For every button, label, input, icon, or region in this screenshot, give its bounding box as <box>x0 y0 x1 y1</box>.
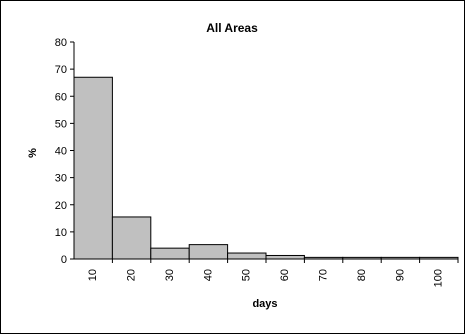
bar-60 <box>265 254 305 260</box>
x-tick-label: 90 <box>394 269 406 281</box>
chart-title: All Areas <box>206 21 258 35</box>
x-tick-label: 70 <box>318 269 330 281</box>
x-axis-ticks: 10 20 30 40 50 60 70 80 90 100 <box>87 259 459 287</box>
x-tick-label: 40 <box>202 269 214 281</box>
y-axis-ticks: 0 10 20 30 40 50 60 70 80 <box>55 37 74 266</box>
y-axis-title: % <box>27 148 39 158</box>
y-tick-label: 50 <box>55 118 67 130</box>
y-tick-label: 80 <box>55 37 67 49</box>
x-tick-label: 80 <box>356 269 368 281</box>
bar-20 <box>111 216 152 260</box>
bar-10 <box>73 76 113 260</box>
bar-50 <box>227 252 267 260</box>
y-tick-label: 40 <box>55 146 67 158</box>
bars-group <box>73 76 459 260</box>
bar-40 <box>188 244 229 260</box>
x-tick-label: 100 <box>433 269 445 287</box>
y-tick-label: 20 <box>55 200 67 212</box>
x-tick-label: 30 <box>164 269 176 281</box>
y-tick-label: 60 <box>55 91 67 103</box>
y-tick-label: 0 <box>61 254 67 266</box>
bar-30 <box>150 247 190 260</box>
x-tick-label: 50 <box>241 269 253 281</box>
x-tick-label: 60 <box>279 269 291 281</box>
x-tick-label: 20 <box>126 269 138 281</box>
x-axis-title: days <box>252 298 277 310</box>
y-tick-label: 10 <box>55 227 67 239</box>
x-tick-label: 10 <box>87 269 99 281</box>
y-tick-label: 70 <box>55 64 67 76</box>
y-tick-label: 30 <box>55 173 67 185</box>
